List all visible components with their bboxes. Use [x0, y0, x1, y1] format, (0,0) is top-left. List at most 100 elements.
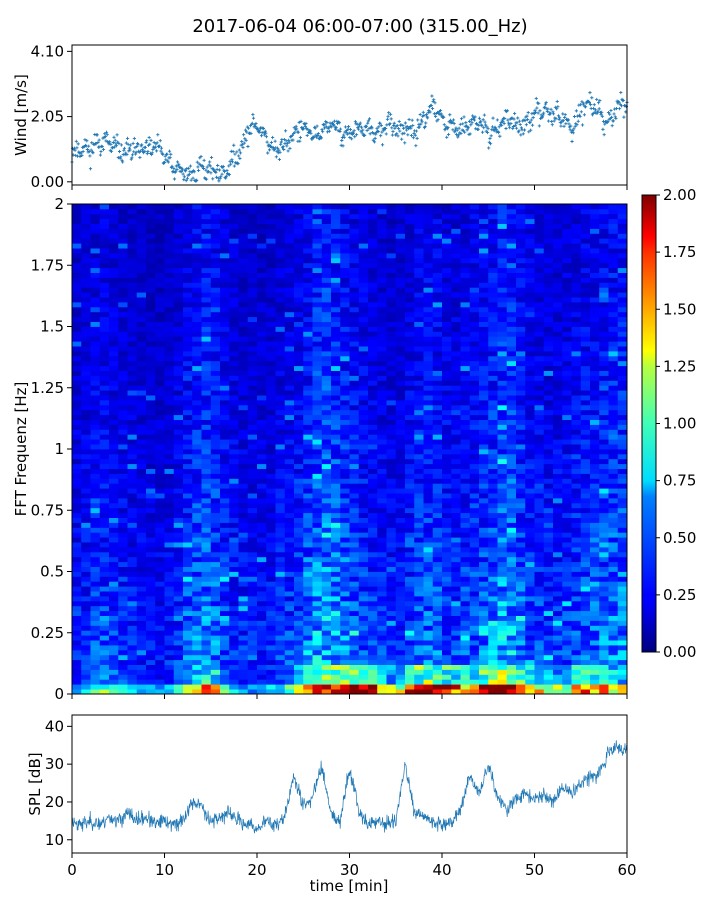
spectrogram-cell	[368, 297, 378, 303]
spectrogram-cell	[192, 522, 202, 528]
spectrogram-cell	[340, 375, 350, 381]
spectrogram-cell	[414, 517, 424, 523]
spectrogram-cell	[72, 483, 82, 489]
spectrogram-cell	[442, 458, 452, 465]
spectrogram-cell	[118, 498, 128, 504]
spectrogram-cell	[340, 498, 350, 504]
wind-data-point	[342, 133, 346, 137]
spectrogram-cell	[146, 625, 156, 631]
spectrogram-cell	[192, 478, 202, 484]
wind-data-point	[339, 143, 343, 147]
spectrogram-cell	[127, 679, 138, 685]
spectrogram-cell	[358, 522, 369, 528]
spectrogram-cell	[238, 306, 249, 313]
wind-data-point	[129, 143, 133, 147]
spectrogram-cell	[257, 238, 267, 244]
spectrogram-cell	[386, 586, 397, 592]
spectrogram-cell	[284, 400, 295, 406]
spectrogram-cell	[257, 654, 267, 661]
spectrogram-cell	[432, 615, 443, 621]
spectrogram-cell	[432, 645, 443, 651]
wind-data-point	[126, 142, 130, 146]
spectrogram-cell	[377, 228, 387, 234]
spectrogram-cell	[173, 453, 184, 460]
wind-data-point	[114, 142, 118, 146]
spectrogram-cell	[229, 532, 239, 538]
spectrogram-cell	[275, 248, 286, 254]
spectrogram-cell	[303, 645, 313, 651]
spectrogram-cell	[321, 346, 332, 352]
spectrogram-cell	[72, 223, 82, 229]
spectrogram-cell	[99, 370, 110, 376]
spectrogram-cell	[257, 517, 267, 523]
spectrogram-cell	[99, 453, 110, 460]
spectrogram-cell	[284, 527, 295, 533]
spectrogram-cell	[173, 449, 184, 455]
spectrogram-cell	[423, 649, 434, 656]
spectrogram-cell	[377, 302, 387, 308]
spectrogram-cell	[136, 581, 147, 587]
spectrogram-cell	[442, 502, 452, 509]
spectrogram-cell	[284, 502, 295, 509]
spectrogram-cell	[358, 620, 369, 626]
spectrogram-cell	[340, 434, 350, 440]
spectrogram-cell	[294, 630, 304, 636]
spectrogram-cell	[220, 380, 230, 386]
spectrogram-cell	[358, 591, 369, 597]
spectrogram-cell	[368, 385, 378, 391]
wind-data-point	[146, 149, 150, 154]
spectrogram-cell	[192, 375, 202, 381]
spectrogram-cell	[247, 204, 258, 210]
spectrogram-cell	[72, 404, 82, 411]
spectrogram-cell	[349, 351, 360, 357]
spectrogram-cell	[173, 444, 184, 450]
spectrogram-cell	[294, 282, 304, 288]
spectrogram-cell	[164, 586, 175, 592]
spectrogram-cell	[146, 257, 156, 264]
wind-data-point	[291, 138, 295, 142]
spectrogram-cell	[90, 556, 101, 563]
spectrogram-cell	[81, 341, 91, 347]
spectrogram-cell	[81, 375, 91, 381]
spectrogram-cell	[238, 684, 249, 690]
spectrogram-cell	[81, 419, 91, 425]
spectrogram-cell	[423, 478, 434, 484]
spectrogram-cell	[109, 605, 119, 612]
spectrogram-cell	[275, 605, 286, 612]
spectrogram-cell	[405, 404, 415, 411]
wind-data-point	[556, 105, 560, 109]
wind-data-point	[421, 110, 425, 114]
spectrogram-cell	[146, 370, 156, 376]
spectrogram-cell	[414, 561, 424, 567]
spectrogram-cell	[294, 248, 304, 254]
spectrogram-cell	[284, 267, 295, 273]
spectrogram-cell	[220, 370, 230, 376]
spectrogram-cell	[127, 439, 138, 445]
spectrogram-cell	[136, 522, 147, 528]
spectrogram-cell	[247, 605, 258, 612]
spectrogram-cell	[201, 483, 212, 489]
wind-data-point	[480, 124, 484, 128]
spectrogram-cell	[247, 331, 258, 337]
wind-data-point	[373, 136, 377, 140]
spectrogram-cell	[303, 458, 313, 465]
spectrogram-cell	[146, 551, 156, 558]
wind-data-point	[321, 130, 325, 134]
spectrogram-cell	[99, 297, 110, 303]
spectrogram-cell	[72, 385, 82, 391]
spectrogram-cell	[303, 341, 313, 347]
spectrogram-cell	[201, 262, 212, 269]
spectrogram-cell	[349, 625, 360, 631]
spectrogram-cell	[183, 228, 193, 234]
spectrogram-cell	[321, 233, 332, 239]
spectrogram-cell	[81, 253, 91, 259]
spectrogram-cell	[294, 257, 304, 264]
spectrogram-cell	[183, 507, 193, 514]
spectrogram-cell	[127, 537, 138, 543]
spectrogram-cell	[349, 502, 360, 509]
spectrogram-cell	[284, 507, 295, 514]
spectrogram-cell	[247, 238, 258, 244]
spectrogram-cell	[210, 360, 221, 367]
spectrogram-cell	[220, 615, 230, 621]
spectrogram-cell	[72, 527, 82, 533]
